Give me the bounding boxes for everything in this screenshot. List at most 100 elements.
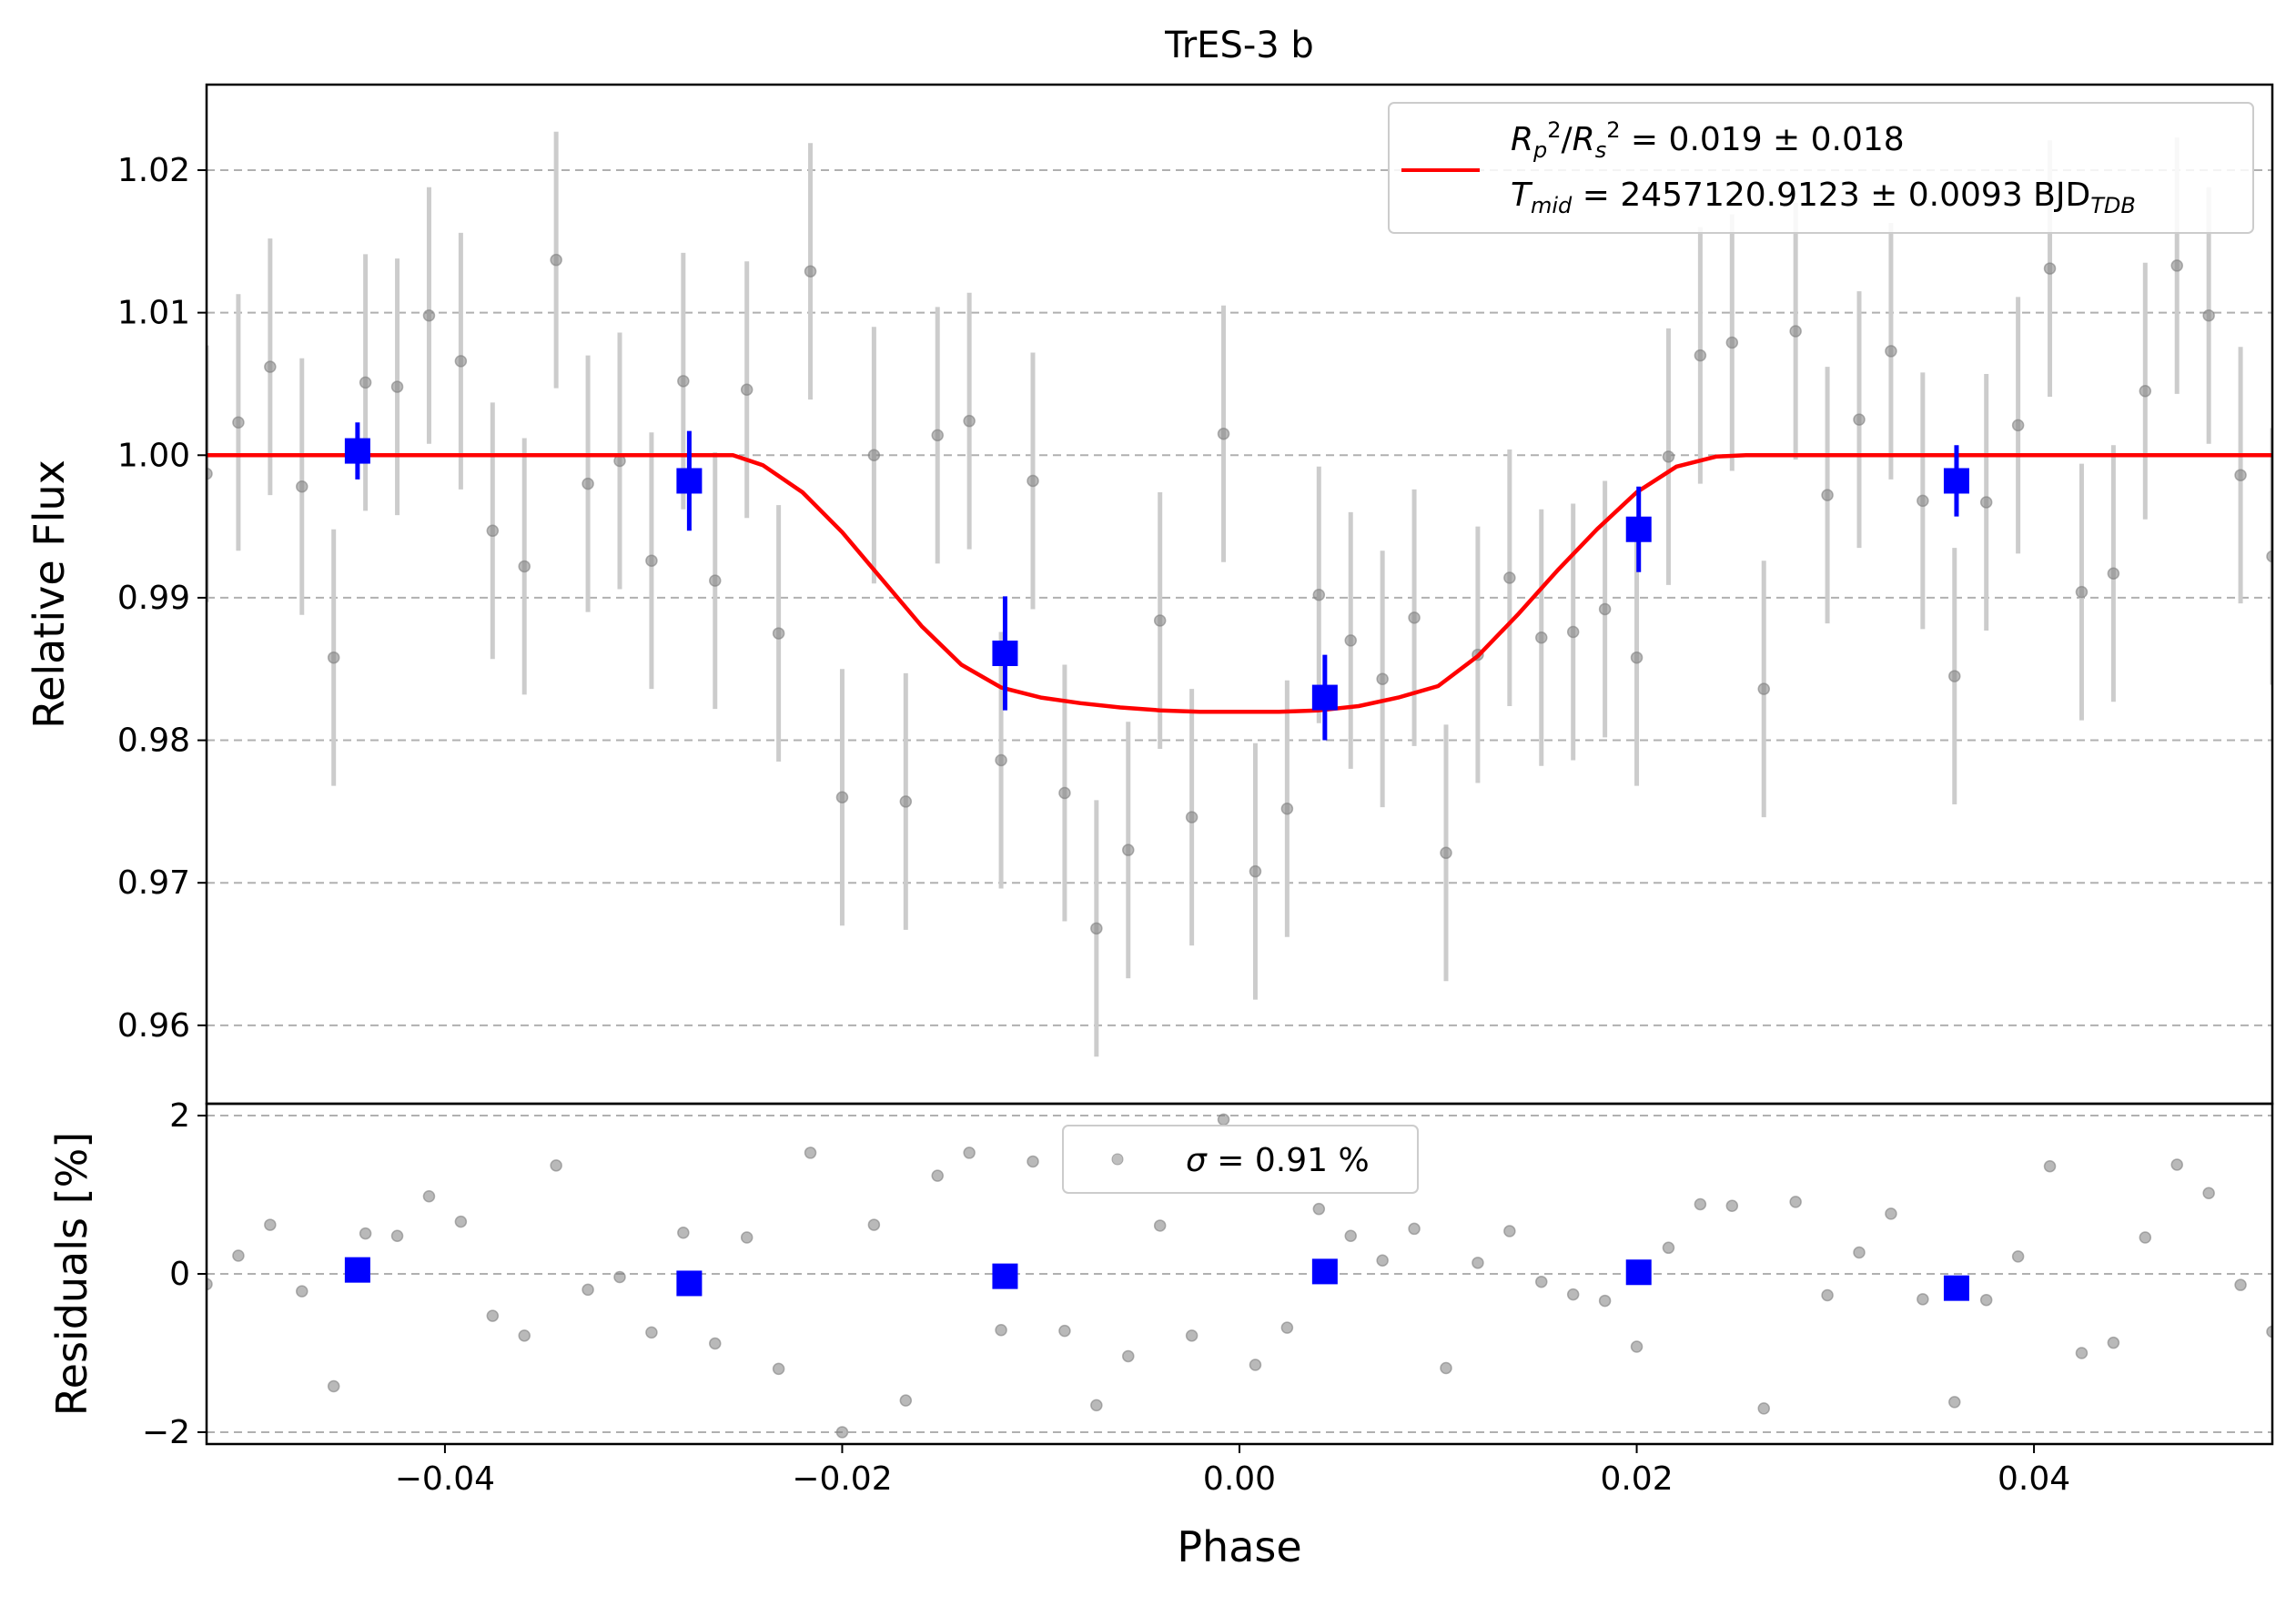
residual-raw-point	[1027, 1155, 1039, 1168]
residual-raw-point	[582, 1283, 594, 1297]
residual-binned-point	[344, 1257, 370, 1283]
residual-raw-point	[995, 1324, 1007, 1337]
residuals-y-tick-label: −2	[142, 1414, 190, 1451]
flux-raw-point	[2011, 419, 2025, 432]
flux-raw-point	[1725, 336, 1739, 349]
residual-raw-point	[740, 1231, 754, 1244]
residual-raw-point	[1821, 1288, 1834, 1302]
flux-raw-point	[1122, 843, 1135, 856]
flux-raw-point	[1789, 325, 1802, 338]
flux-binned-point	[1311, 684, 1338, 711]
residual-raw-point	[296, 1285, 308, 1298]
flux-raw-point	[1344, 634, 1357, 647]
residual-binned-point	[1625, 1259, 1652, 1286]
flux-binned-point	[1943, 468, 1969, 494]
flux-legend: Rp2/Rs2 = 0.019 ± 0.018 Tmid = 2457120.9…	[1388, 102, 2254, 234]
residual-raw-point	[264, 1218, 277, 1231]
residual-raw-point	[2011, 1250, 2025, 1263]
flux-raw-point	[677, 375, 690, 388]
phase-x-tick-label: −0.04	[395, 1460, 495, 1498]
residual-raw-point	[550, 1159, 562, 1172]
flux-binned-point	[344, 438, 370, 464]
flux-raw-point	[995, 753, 1007, 767]
flux-raw-point	[207, 467, 213, 480]
residual-raw-point	[2170, 1158, 2183, 1171]
flux-raw-point	[1027, 474, 1039, 488]
flux-raw-point	[359, 376, 372, 389]
residuals-binned-points	[344, 1257, 1969, 1301]
flux-raw-points	[207, 131, 2272, 1057]
flux-raw-point	[1376, 672, 1389, 685]
flux-y-tick-label: 1.01	[117, 295, 190, 332]
residual-raw-point	[1662, 1241, 1675, 1255]
residual-raw-point	[2234, 1278, 2247, 1291]
phase-x-axis-label: Phase	[1177, 1522, 1301, 1571]
flux-raw-point	[1153, 614, 1167, 627]
flux-raw-point	[518, 560, 531, 573]
residual-binned-point	[676, 1270, 703, 1297]
residuals-y-tick-label: 0	[169, 1256, 190, 1293]
residual-raw-point	[1185, 1329, 1199, 1342]
residual-raw-point	[1757, 1402, 1770, 1415]
flux-raw-point	[1885, 345, 1897, 358]
residual-raw-point	[518, 1329, 531, 1342]
flux-binned-point	[1625, 516, 1652, 542]
residual-raw-point	[867, 1218, 881, 1231]
residual-raw-point	[1217, 1113, 1230, 1126]
phase-x-tick-label: 0.02	[1600, 1460, 1673, 1498]
flux-binned-points	[344, 422, 1969, 741]
flux-raw-point	[1853, 413, 1866, 426]
residuals-legend-box	[1062, 1125, 1419, 1194]
residual-raw-point	[1153, 1219, 1167, 1232]
residual-raw-point	[486, 1309, 500, 1322]
phase-x-tick-label: 0.00	[1203, 1460, 1276, 1498]
flux-raw-point	[2170, 259, 2183, 272]
flux-raw-point	[1630, 651, 1644, 664]
residual-raw-point	[835, 1426, 849, 1439]
residual-raw-point	[772, 1362, 785, 1376]
flux-raw-point	[1694, 348, 1707, 362]
residual-raw-point	[899, 1394, 913, 1407]
residual-raw-point	[1725, 1199, 1739, 1212]
flux-raw-point	[390, 380, 404, 393]
residual-raw-point	[1789, 1196, 1802, 1208]
residual-binned-point	[1311, 1258, 1338, 1285]
residual-raw-point	[359, 1227, 372, 1240]
flux-raw-point	[804, 265, 817, 278]
residual-raw-point	[1122, 1349, 1135, 1363]
chart-title: TrES-3 b	[1164, 25, 1314, 66]
flux-legend-radius-ratio: Rp2/Rs2 = 0.019 ± 0.018	[1511, 117, 1905, 163]
flux-legend-box	[1388, 102, 2254, 234]
flux-y-tick-label: 0.98	[117, 722, 190, 760]
residual-raw-point	[1440, 1361, 1452, 1375]
flux-y-tick-label: 0.97	[117, 864, 190, 902]
flux-raw-point	[2139, 385, 2152, 398]
residual-binned-point	[992, 1263, 1018, 1289]
flux-raw-point	[1948, 670, 1961, 682]
residual-raw-point	[422, 1190, 436, 1203]
residual-binned-point	[1943, 1275, 1969, 1301]
flux-raw-point	[740, 383, 754, 396]
residual-raw-point	[2202, 1187, 2215, 1200]
residuals-panel: −2 0 2 −0.04 −0.02 0.00 0.02 0.04 Phase Residu…	[47, 1097, 2274, 1571]
flux-y-tick-label: 1.00	[117, 437, 190, 474]
residual-raw-point	[804, 1146, 817, 1159]
flux-raw-point	[1979, 496, 1993, 509]
flux-legend-mid-time: Tmid = 2457120.9123 ± 0.0093 BJDTDB	[1511, 177, 2136, 218]
flux-raw-point	[232, 416, 245, 429]
residual-raw-point	[931, 1169, 944, 1182]
flux-raw-point	[835, 791, 849, 803]
residual-raw-point	[645, 1326, 658, 1339]
residual-raw-point	[709, 1337, 722, 1350]
residuals-y-axis-label: Residuals [%]	[47, 1132, 96, 1416]
residual-raw-point	[1694, 1197, 1707, 1211]
residual-raw-point	[1408, 1222, 1421, 1236]
residual-raw-point	[1249, 1359, 1262, 1371]
flux-raw-point	[772, 627, 785, 640]
flux-raw-point	[2075, 585, 2089, 599]
residual-raw-point	[2075, 1347, 2089, 1359]
flux-raw-point	[550, 253, 562, 267]
flux-raw-point	[296, 480, 308, 493]
